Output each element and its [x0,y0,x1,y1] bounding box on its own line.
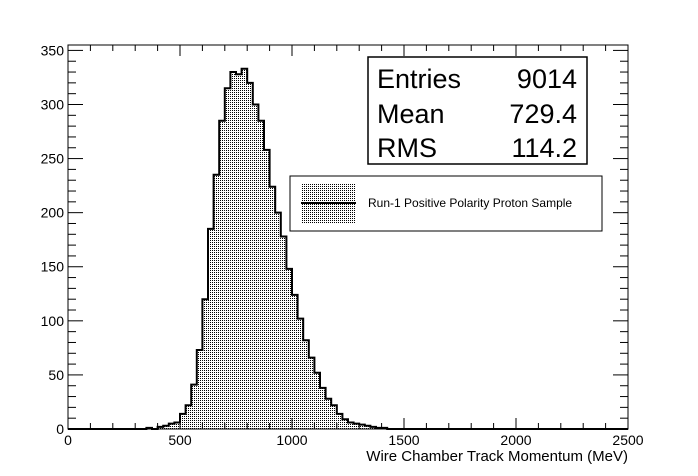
histogram-bar [292,294,298,429]
legend: Run-1 Positive Polarity Proton Sample [289,175,603,232]
stats-box-frame [367,56,588,165]
stats-rms-label: RMS [377,133,437,163]
x-tick-label: 0 [64,432,72,448]
histogram-bar [168,423,175,429]
y-tick-label: 50 [48,367,64,383]
x-tick-label: 500 [168,432,192,448]
histogram-bar [241,68,248,429]
histogram-bar [303,340,309,429]
histogram-bar [219,120,225,429]
histogram-bar [196,350,203,429]
histogram-bar [297,318,304,429]
histogram-bar [247,82,253,429]
y-tick-label: 0 [56,421,64,437]
histogram-bars [146,68,388,430]
histogram-bar [230,72,236,430]
stats-entries-value: 9014 [517,64,577,94]
histogram-bar [331,405,337,429]
histogram-bar [213,174,220,429]
histogram-bar [348,422,354,429]
histogram-bar [325,398,332,429]
histogram-bar [275,212,281,429]
histogram-bar [320,387,326,429]
histogram-bar [370,426,376,429]
x-tick-label: 1000 [276,432,307,448]
histogram-bar [236,74,242,430]
histogram-outline [68,67,628,430]
y-tick-label: 250 [41,151,65,167]
histogram-bar [264,149,270,429]
histogram-bar [364,425,371,429]
x-tick-label: 2500 [612,432,643,448]
y-tick-label: 150 [41,259,65,275]
histogram-bar [185,405,192,429]
y-tick-label: 200 [41,205,65,221]
x-tick-label: 2000 [500,432,531,448]
x-tick-label: 1500 [388,432,419,448]
x-axis-ticks: 0 500 1000 1500 2000 2500 [64,45,644,448]
histogram-bar [280,236,287,429]
histogram-bar [191,384,197,429]
histogram-bar [208,228,214,429]
histogram-bar [314,372,320,429]
histogram-bar [163,425,169,429]
legend-entry-label: Run-1 Positive Polarity Proton Sample [368,196,572,210]
histogram-bar [180,413,186,429]
y-tick-label: 300 [41,96,65,112]
histogram-bar [336,413,343,429]
histogram-bar [258,120,264,429]
stats-entries-label: Entries [377,64,461,94]
histogram-bar [252,104,259,430]
histogram-bar [202,299,208,429]
y-tick-label: 100 [41,313,65,329]
histogram-bar [353,423,360,429]
y-tick-label: 350 [41,42,65,58]
stats-box: Entries 9014 Mean 729.4 RMS 114.2 [367,56,588,165]
stats-rms-value: 114.2 [511,133,577,163]
histogram-bar [174,422,180,429]
histogram-bar [359,424,365,429]
x-axis-title: Wire Chamber Track Momentum (MeV) [366,448,628,465]
stats-mean-value: 729.4 [509,99,577,129]
histogram-bar [224,88,231,429]
histogram-bar [269,186,276,429]
histogram-bar [342,419,348,429]
y-axis-ticks: 0 50 100 150 200 250 300 350 [41,42,628,437]
histogram-bar [308,357,315,429]
stats-mean-label: Mean [377,99,445,129]
histogram-bar [157,426,164,429]
histogram-bar [286,268,292,429]
